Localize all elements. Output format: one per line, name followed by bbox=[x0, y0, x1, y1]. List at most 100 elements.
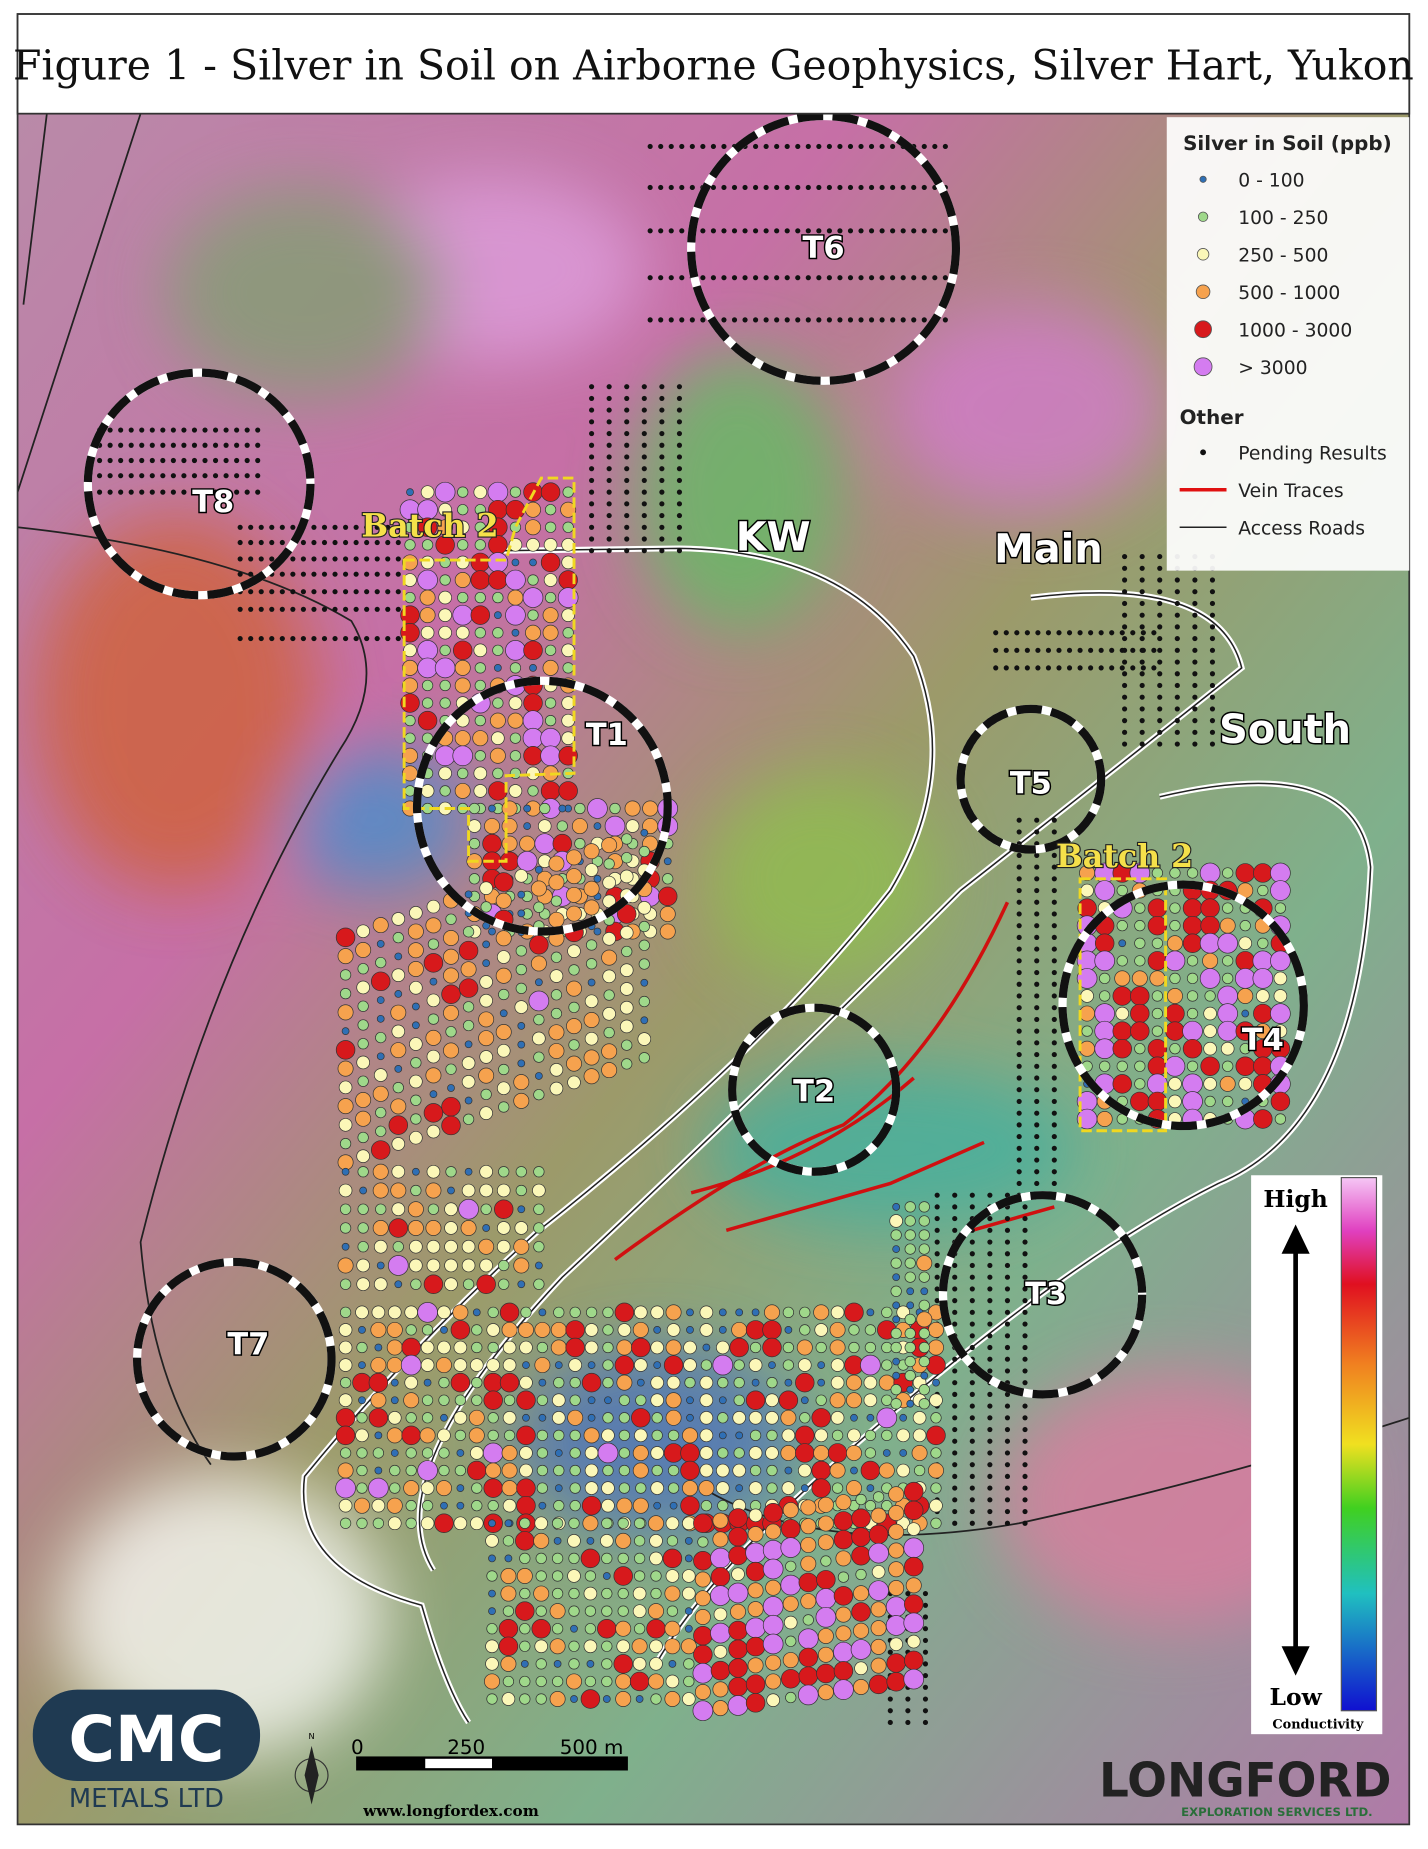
soil-dot bbox=[817, 1378, 826, 1387]
soil-dot bbox=[337, 948, 354, 965]
pending-dot bbox=[343, 524, 349, 530]
soil-dot bbox=[888, 1523, 905, 1540]
soil-dot bbox=[567, 1075, 581, 1090]
soil-dot bbox=[421, 539, 434, 551]
pending-dot bbox=[969, 1508, 975, 1515]
pending-dot bbox=[847, 317, 854, 323]
pending-dot bbox=[679, 143, 685, 150]
pending-dot bbox=[589, 407, 595, 413]
pending-dot bbox=[290, 524, 296, 530]
soil-dot bbox=[338, 1498, 353, 1513]
pending-dot bbox=[710, 143, 716, 150]
pending-dot bbox=[332, 589, 338, 595]
pending-dot bbox=[606, 395, 612, 401]
soil-dot bbox=[602, 1695, 611, 1703]
target-label: T7 bbox=[227, 1328, 269, 1363]
soil-dot bbox=[517, 1059, 526, 1068]
zone-label: South bbox=[1219, 707, 1351, 753]
soil-dot bbox=[866, 1413, 875, 1422]
soil-dot bbox=[568, 1640, 580, 1652]
pending-dot bbox=[1016, 829, 1022, 835]
pending-dot bbox=[641, 524, 647, 530]
soil-dot bbox=[1238, 936, 1253, 951]
soil-dot bbox=[833, 1661, 854, 1681]
soil-dot bbox=[872, 1491, 885, 1503]
pending-dot bbox=[969, 1520, 975, 1526]
soil-dot bbox=[536, 1464, 549, 1477]
soil-dot bbox=[569, 1394, 581, 1406]
pending-dot bbox=[300, 589, 306, 595]
soil-dot bbox=[569, 1482, 581, 1494]
soil-dot bbox=[479, 881, 493, 895]
pending-dot bbox=[237, 606, 243, 612]
pending-dot bbox=[364, 606, 370, 612]
target-label: T2 bbox=[793, 1074, 835, 1109]
soil-dot bbox=[405, 1464, 417, 1477]
soil-dot bbox=[437, 1340, 451, 1355]
pending-dot bbox=[223, 473, 229, 479]
pending-dot bbox=[1151, 647, 1157, 653]
soil-dot bbox=[785, 1560, 797, 1572]
soil-dot bbox=[423, 1378, 432, 1387]
pending-dot bbox=[1209, 741, 1216, 747]
soil-dot bbox=[372, 1085, 389, 1102]
pending-dot bbox=[934, 1216, 940, 1222]
soil-dot bbox=[337, 1462, 354, 1479]
soil-dot bbox=[684, 1536, 693, 1545]
soil-dot bbox=[478, 1238, 495, 1255]
soil-dot bbox=[486, 1570, 498, 1582]
soil-dot bbox=[419, 1427, 436, 1444]
soil-dot bbox=[478, 1067, 495, 1084]
pending-dot bbox=[606, 536, 612, 542]
pending-dot bbox=[952, 1216, 958, 1222]
pending-dot bbox=[269, 539, 275, 546]
soil-dot bbox=[1270, 950, 1291, 972]
soil-dot bbox=[358, 1326, 366, 1334]
target-circle bbox=[956, 704, 1106, 854]
pending-dot bbox=[774, 275, 780, 281]
soil-dot bbox=[453, 1516, 468, 1531]
pending-dot bbox=[1157, 612, 1163, 618]
soil-dot bbox=[390, 1449, 399, 1457]
soil-dot bbox=[1199, 968, 1221, 989]
soil-dot bbox=[540, 727, 561, 749]
soil-dot bbox=[1199, 862, 1221, 884]
pending-dot bbox=[784, 228, 790, 234]
pending-dot bbox=[1016, 887, 1022, 894]
soil-dot bbox=[815, 1341, 827, 1354]
pending-dot bbox=[753, 184, 759, 191]
soil-dot bbox=[1203, 1024, 1217, 1038]
soil-dot bbox=[535, 1658, 547, 1670]
soil-dot bbox=[732, 1411, 746, 1425]
soil-dot bbox=[498, 1618, 519, 1639]
soil-dot bbox=[659, 905, 676, 922]
soil-dot bbox=[602, 1572, 611, 1580]
pending-dot bbox=[1209, 647, 1216, 653]
pending-dot bbox=[1045, 630, 1052, 636]
pending-dot bbox=[1174, 729, 1180, 735]
cmc-logo-text: CMC bbox=[69, 1702, 225, 1776]
soil-dot bbox=[434, 1513, 454, 1533]
soil-dot bbox=[830, 1305, 845, 1320]
pending-dot bbox=[1174, 706, 1180, 712]
soil-dot bbox=[782, 1652, 799, 1669]
soil-dot bbox=[535, 1552, 547, 1565]
soil-dot bbox=[811, 1478, 831, 1498]
soil-dot bbox=[409, 905, 423, 920]
soil-dot bbox=[798, 1647, 819, 1668]
soil-dot bbox=[494, 872, 514, 892]
pending-dot bbox=[624, 430, 630, 437]
pending-dot bbox=[987, 1309, 993, 1315]
soil-dot bbox=[888, 1505, 905, 1521]
soil-dot bbox=[747, 1526, 764, 1543]
pending-dot bbox=[816, 275, 822, 281]
soil-dot bbox=[515, 1166, 527, 1178]
soil-dot bbox=[356, 980, 370, 995]
pending-dot bbox=[987, 1333, 993, 1339]
pending-dot bbox=[202, 489, 208, 495]
pending-dot bbox=[1051, 829, 1057, 835]
soil-dot bbox=[533, 1166, 545, 1178]
pending-dot bbox=[659, 501, 665, 507]
pending-dot bbox=[1157, 553, 1163, 560]
pending-dot bbox=[118, 457, 124, 464]
